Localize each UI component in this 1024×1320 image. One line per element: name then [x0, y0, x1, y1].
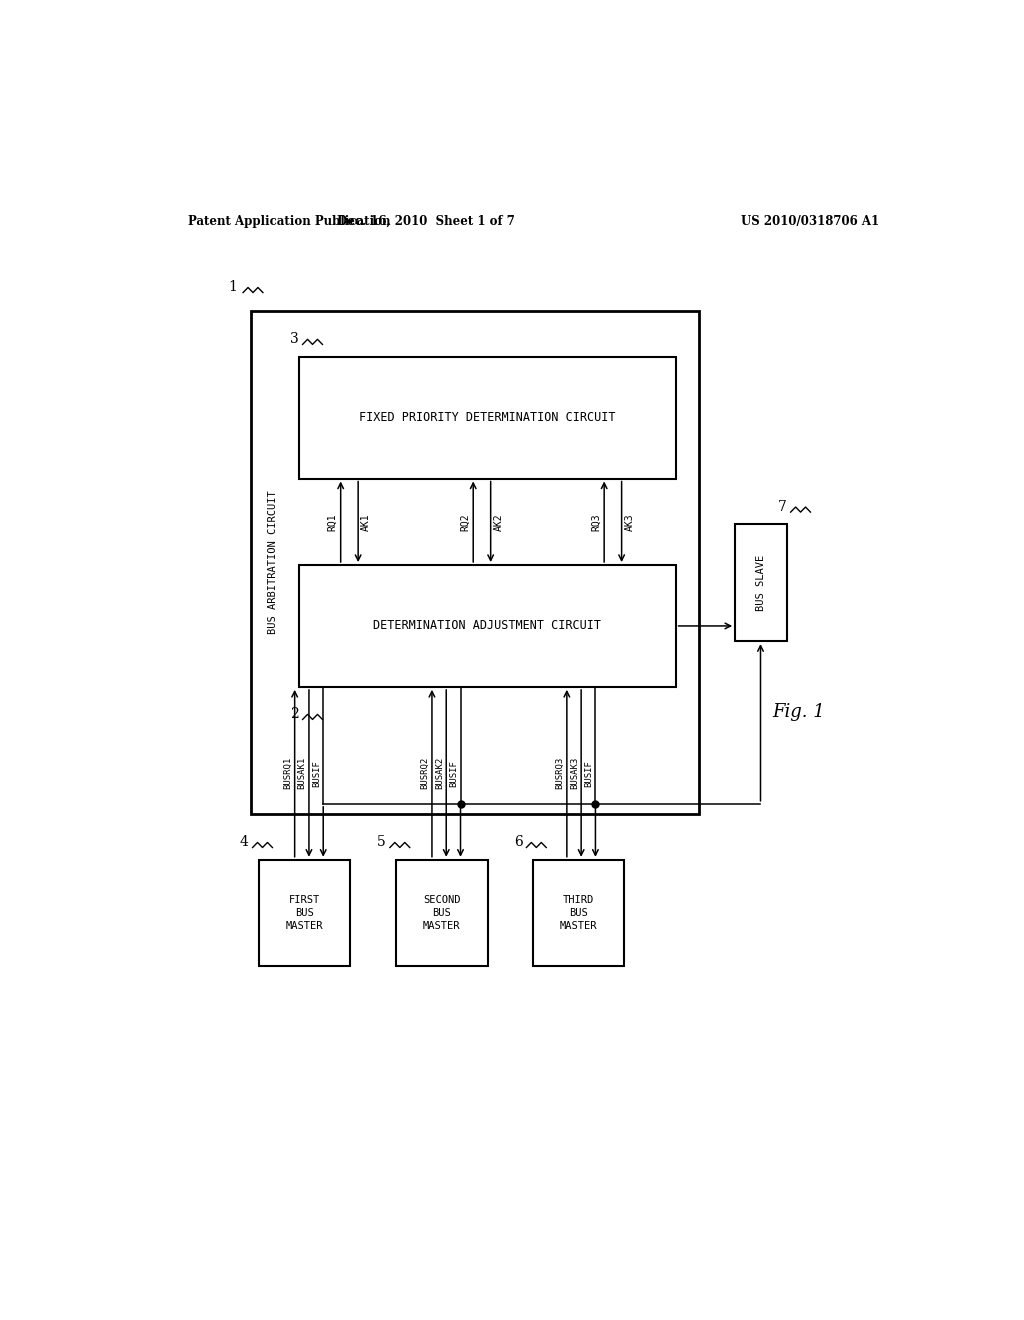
Text: BUSAK1: BUSAK1 — [298, 758, 306, 789]
Text: US 2010/0318706 A1: US 2010/0318706 A1 — [741, 215, 880, 228]
Text: BUSIF: BUSIF — [312, 760, 321, 787]
Bar — [299, 565, 676, 686]
Text: 3: 3 — [290, 333, 299, 346]
Text: RQ3: RQ3 — [591, 513, 601, 531]
Text: 1: 1 — [228, 280, 237, 294]
Bar — [299, 356, 676, 479]
Text: AK3: AK3 — [625, 513, 635, 531]
Text: RQ1: RQ1 — [328, 513, 338, 531]
Text: DETERMINATION ADJUSTMENT CIRCUIT: DETERMINATION ADJUSTMENT CIRCUIT — [373, 619, 601, 632]
Text: BUSRQ3: BUSRQ3 — [555, 758, 564, 789]
Text: FIRST
BUS
MASTER: FIRST BUS MASTER — [286, 895, 324, 932]
Bar — [532, 859, 624, 966]
Text: BUSAK3: BUSAK3 — [569, 758, 579, 789]
Text: BUSAK2: BUSAK2 — [435, 758, 443, 789]
Bar — [735, 524, 786, 642]
Text: 7: 7 — [778, 500, 786, 513]
Text: Fig. 1: Fig. 1 — [772, 704, 825, 721]
Text: AK2: AK2 — [494, 513, 504, 531]
Text: THIRD
BUS
MASTER: THIRD BUS MASTER — [560, 895, 597, 932]
Text: SECOND
BUS
MASTER: SECOND BUS MASTER — [423, 895, 461, 932]
Bar — [259, 859, 350, 966]
Text: 6: 6 — [514, 836, 522, 850]
Text: BUS SLAVE: BUS SLAVE — [756, 554, 766, 611]
Text: 2: 2 — [290, 708, 299, 721]
Text: 5: 5 — [377, 836, 386, 850]
Text: Patent Application Publication: Patent Application Publication — [187, 215, 390, 228]
Text: BUSRQ1: BUSRQ1 — [284, 758, 292, 789]
Text: BUSIF: BUSIF — [450, 760, 458, 787]
Bar — [396, 859, 487, 966]
Text: FIXED PRIORITY DETERMINATION CIRCUIT: FIXED PRIORITY DETERMINATION CIRCUIT — [358, 411, 615, 424]
Text: RQ2: RQ2 — [460, 513, 470, 531]
Text: Dec. 16, 2010  Sheet 1 of 7: Dec. 16, 2010 Sheet 1 of 7 — [337, 215, 514, 228]
Text: BUSIF: BUSIF — [584, 760, 593, 787]
Text: AK1: AK1 — [361, 513, 372, 531]
Text: BUS ARBITRATION CIRCUIT: BUS ARBITRATION CIRCUIT — [268, 491, 279, 635]
Bar — [251, 312, 699, 814]
Text: BUSRQ2: BUSRQ2 — [421, 758, 430, 789]
Text: 4: 4 — [240, 836, 249, 850]
